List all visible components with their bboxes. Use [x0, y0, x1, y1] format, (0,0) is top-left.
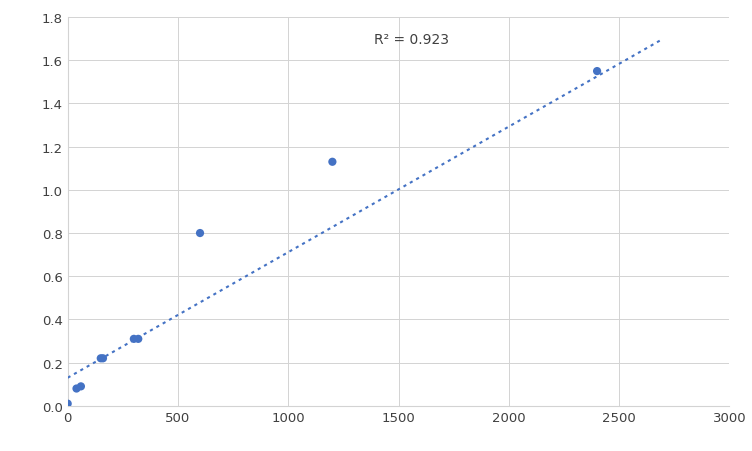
Text: R² = 0.923: R² = 0.923 — [374, 33, 449, 47]
Point — [71, 385, 83, 392]
Point — [591, 68, 603, 75]
Point — [132, 336, 144, 343]
Point — [128, 336, 140, 343]
Point — [62, 400, 74, 407]
Point — [95, 355, 107, 362]
Point — [75, 383, 87, 390]
Point — [326, 159, 338, 166]
Point — [194, 230, 206, 237]
Point — [97, 355, 109, 362]
